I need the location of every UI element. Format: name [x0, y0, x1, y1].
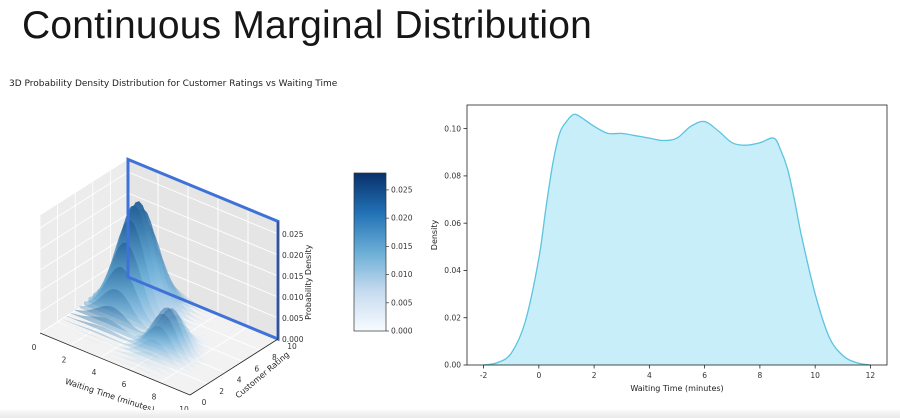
chart-3d-title: 3D Probability Density Distribution for …: [9, 79, 338, 89]
colorbar-tick-label: 0.000: [391, 327, 413, 336]
x-tick-label: 2: [62, 355, 67, 364]
y-axis-label: Density: [430, 220, 439, 251]
z-tick-label: 0.010: [282, 293, 304, 302]
colorbar-tick-label: 0.005: [391, 298, 413, 307]
surface-slice: [44, 330, 195, 393]
density-line: [483, 113, 871, 366]
x-tick-label: 8: [152, 393, 157, 402]
density-area: [483, 114, 871, 365]
y-tick-label: 8: [272, 353, 277, 362]
plot-frame: [466, 104, 888, 366]
z-tick-label: 0.025: [282, 230, 304, 239]
y-tick-label: 0.02: [444, 313, 461, 322]
y-tick-label: 0.00: [444, 361, 461, 370]
slide-title: Continuous Marginal Distribution: [22, 4, 593, 47]
x-axis-label: Waiting Time (minutes): [630, 384, 723, 393]
x-tick-label: 0: [536, 371, 541, 380]
y-tick-label: 0.04: [444, 266, 461, 275]
x-tick-label: 8: [758, 371, 763, 380]
highlight-slice-plane: [126, 157, 280, 342]
surface-slice: [53, 324, 204, 387]
back-wall-right: [128, 159, 278, 339]
z-tick-label: 0.015: [282, 272, 304, 281]
surface-slice: [48, 327, 199, 390]
x-tick-label: 0: [32, 343, 37, 352]
z-tick-label: 0.020: [282, 251, 304, 260]
colorbar-tick-label: 0.010: [391, 270, 413, 279]
kde-chart: -2 0 2 4 6 8 10 12 0.00 0.02 0.04 0.06 0.08 0.10 Waiti…: [430, 104, 888, 393]
x-tick-label: 6: [122, 380, 127, 389]
y-tick-label: 4: [237, 376, 242, 385]
bottom-edge: [0, 410, 900, 418]
surface-3d-chart: 024681002468100.0000.0050.0100.0150.0200…: [32, 157, 413, 413]
y-tick-label: 0: [202, 398, 207, 407]
y-tick-label: 0.08: [444, 172, 461, 181]
colorbar: [353, 172, 387, 332]
x-axis-label: Waiting Time (minutes): [64, 377, 156, 413]
x-tick-label: 10: [810, 371, 820, 380]
colorbar-tick-label: 0.020: [391, 214, 413, 223]
x-tick-label: 6: [702, 371, 707, 380]
x-tick-label: -2: [480, 371, 488, 380]
y-tick-label: 0.06: [444, 219, 461, 228]
x-tick-label: 10: [179, 405, 189, 413]
z-tick-label: 0.000: [282, 335, 304, 344]
y-tick-label: 6: [254, 364, 259, 373]
surface-slice: [84, 267, 234, 367]
y-tick-label: 2: [219, 387, 224, 396]
z-tick-label: 0.005: [282, 314, 304, 323]
x-tick-label: 2: [592, 371, 597, 380]
y-tick-label: 10: [287, 342, 297, 351]
y-tick-label: 0.10: [444, 124, 461, 133]
z-axis-label: Probability Density: [304, 244, 313, 320]
colorbar-tick-label: 0.025: [391, 186, 413, 195]
x-tick-label: 12: [866, 371, 876, 380]
x-axis-line: [39, 332, 191, 396]
x-tick-label: 4: [92, 368, 97, 377]
colorbar-tick-label: 0.015: [391, 242, 413, 251]
x-tick-label: 4: [647, 371, 652, 380]
y-axis-line: [189, 338, 279, 396]
